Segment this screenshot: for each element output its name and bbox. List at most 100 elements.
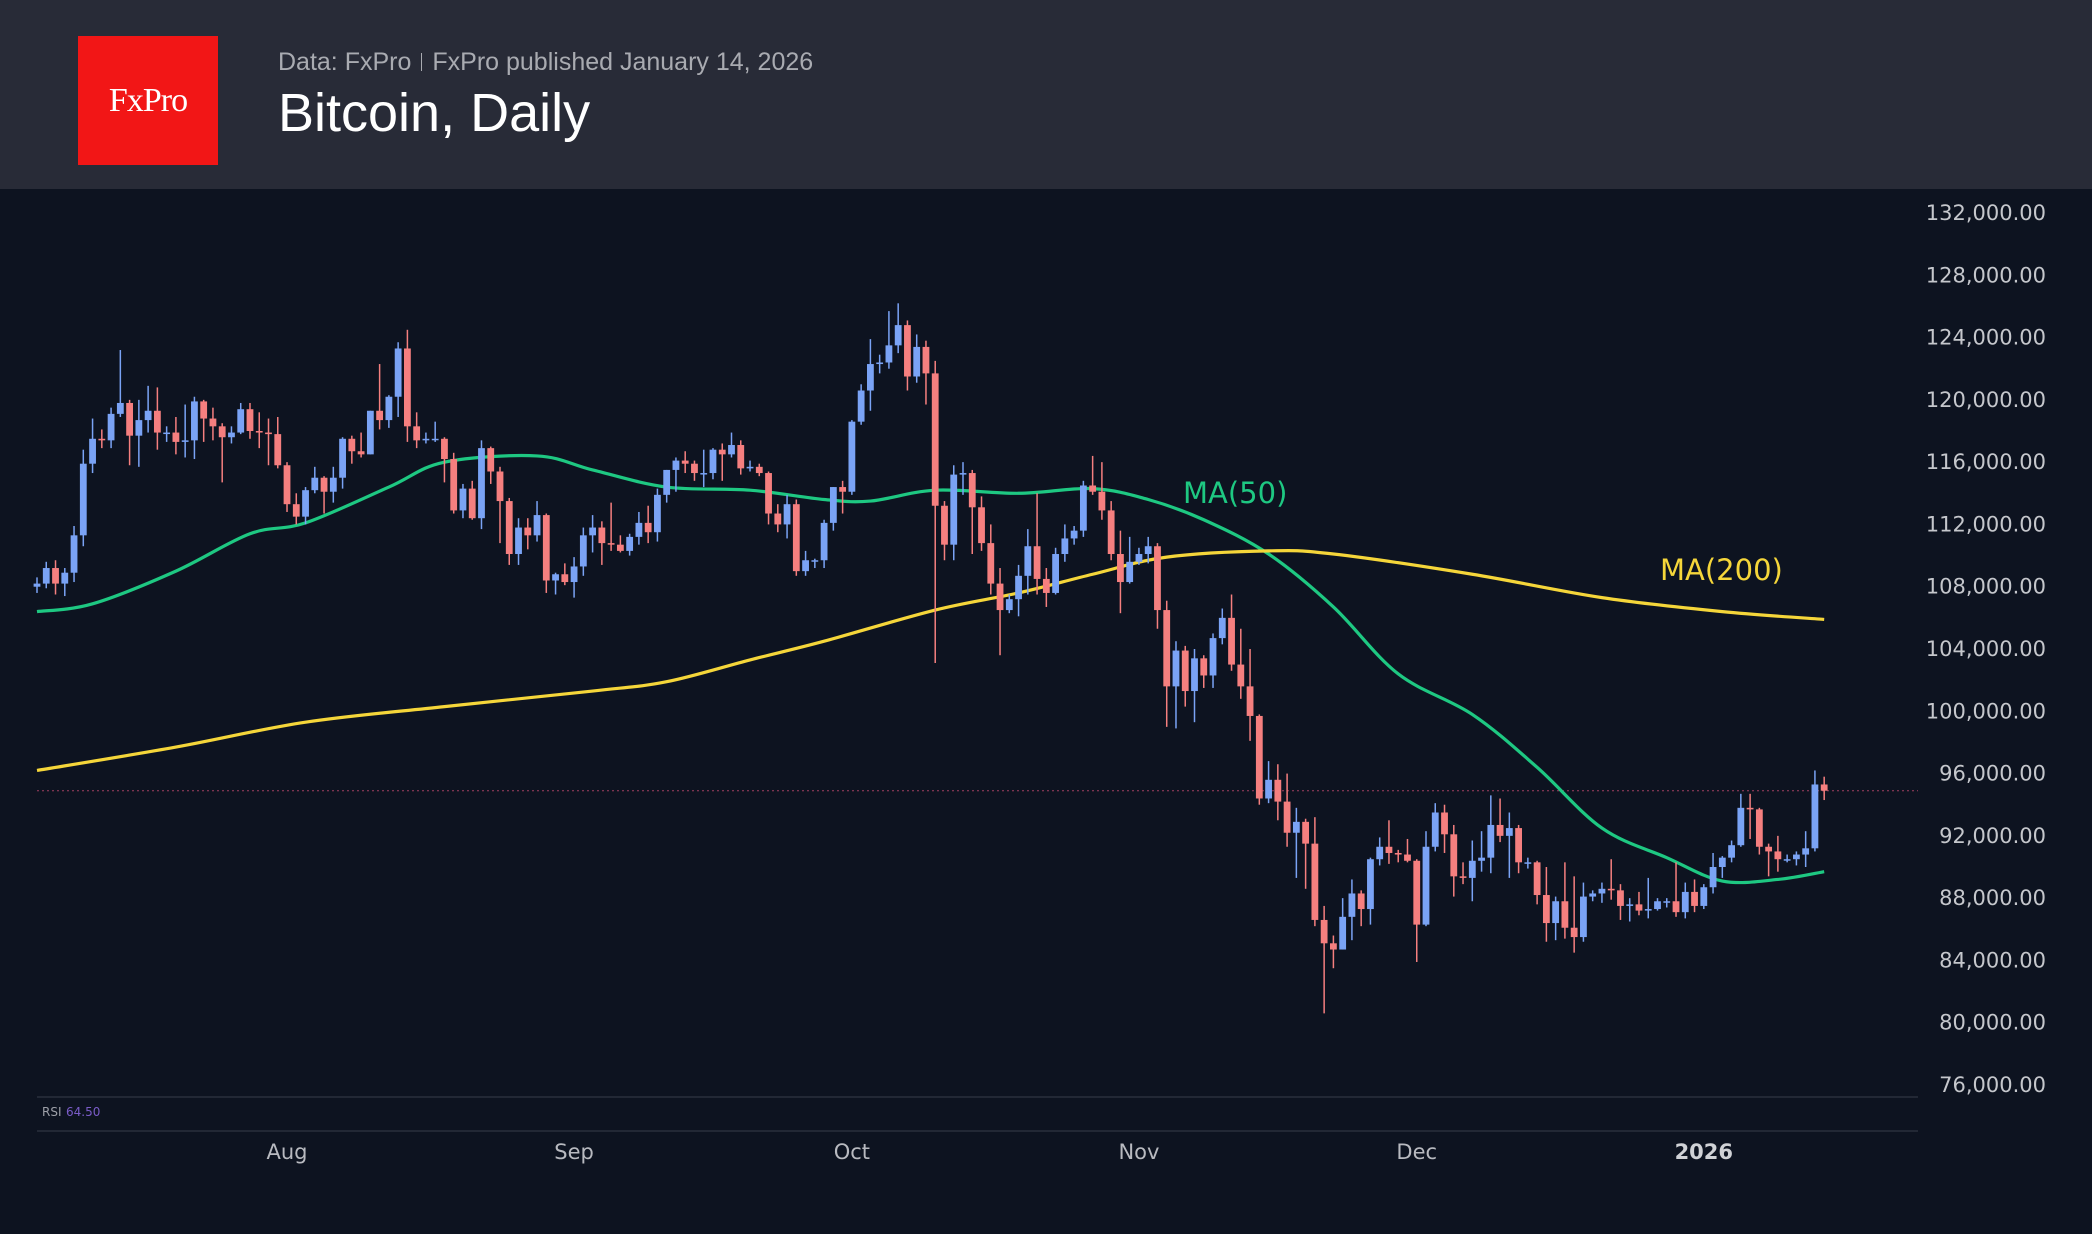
candle — [1015, 564, 1022, 617]
candle — [1218, 608, 1226, 645]
x-tick-label: Nov — [1118, 1140, 1159, 1164]
candle-body — [70, 535, 78, 573]
candle — [1774, 835, 1782, 872]
candle-body — [1617, 890, 1624, 906]
candle — [1098, 462, 1106, 520]
candle-body — [1218, 617, 1226, 639]
candle-body — [1811, 784, 1819, 849]
candle-body — [1672, 901, 1680, 913]
candle — [1570, 876, 1578, 953]
candle — [1718, 856, 1726, 878]
candle — [357, 432, 365, 458]
candle-body — [746, 466, 754, 469]
candle — [1431, 803, 1439, 852]
candle-body — [672, 460, 680, 470]
candle-body — [1367, 859, 1374, 910]
candle — [561, 563, 569, 586]
candle — [1274, 764, 1282, 821]
candle-body — [802, 560, 809, 572]
candle-body — [1144, 546, 1152, 555]
candle-body — [1191, 658, 1198, 692]
candle — [329, 466, 337, 503]
candle — [728, 432, 735, 458]
candle-body — [126, 402, 133, 436]
candle — [366, 410, 374, 455]
candle — [1089, 455, 1097, 495]
candle-body — [1709, 867, 1717, 888]
ma50-line — [36, 453, 1825, 885]
candle-body — [255, 431, 263, 433]
candle — [505, 497, 513, 565]
candle — [237, 402, 245, 435]
candle — [1552, 896, 1560, 941]
candle — [765, 471, 772, 525]
candle — [1737, 793, 1745, 847]
candle — [255, 412, 263, 449]
candle-body — [357, 451, 365, 455]
candle-body — [1802, 848, 1810, 855]
candle-body — [1607, 888, 1615, 891]
y-tick-label: 100,000.00 — [1926, 699, 2046, 723]
candle-body — [1459, 876, 1467, 878]
candle-body — [505, 501, 513, 555]
candle-body — [1496, 824, 1504, 836]
candle-body — [1311, 843, 1319, 920]
candle-body — [542, 515, 550, 581]
candle-body — [1292, 821, 1300, 833]
candle-body — [1524, 862, 1532, 864]
candle — [441, 437, 448, 483]
candle-body — [1033, 546, 1041, 579]
candle — [829, 487, 837, 531]
candle-body — [376, 410, 384, 421]
candle — [1635, 891, 1643, 916]
candle — [1413, 859, 1421, 962]
ma200-line — [36, 549, 1825, 773]
candle — [1191, 649, 1198, 723]
candle — [524, 518, 532, 550]
candle — [616, 535, 624, 553]
candle — [468, 480, 476, 520]
candle-body — [1330, 943, 1337, 950]
candle-body — [478, 448, 485, 519]
candle-body — [1320, 919, 1328, 944]
candle — [626, 533, 634, 556]
candle-body — [876, 362, 884, 365]
candle-body — [1052, 554, 1059, 593]
candle — [1487, 795, 1495, 874]
candle — [1505, 812, 1513, 878]
candle-body — [681, 460, 689, 464]
candle — [876, 354, 884, 374]
candle-body — [718, 449, 726, 455]
candle-body — [1376, 846, 1384, 860]
candle — [1042, 568, 1050, 607]
candle — [579, 527, 587, 576]
candle — [1052, 547, 1059, 595]
candle — [478, 440, 485, 530]
candle — [987, 524, 995, 595]
candle-body — [1394, 852, 1402, 855]
candle — [709, 448, 717, 480]
x-tick-label: Aug — [267, 1140, 308, 1164]
candle — [1348, 879, 1356, 941]
y-tick-label: 112,000.00 — [1926, 512, 2046, 536]
candle-body — [1413, 860, 1421, 925]
candle — [431, 421, 439, 442]
candle-body — [1135, 554, 1143, 562]
candle-body — [515, 527, 522, 555]
candle-body — [144, 410, 152, 421]
candle-body — [1774, 851, 1782, 860]
candle — [635, 511, 643, 545]
candle-body — [1441, 812, 1448, 835]
candle — [1357, 890, 1365, 927]
candle — [839, 480, 847, 514]
candle — [1320, 905, 1328, 1014]
candle-body — [441, 438, 448, 460]
candle-body — [857, 390, 865, 422]
candle-body — [33, 583, 41, 587]
x-tick-label: Sep — [554, 1140, 594, 1164]
candle — [542, 513, 550, 593]
candle-body — [1348, 893, 1356, 917]
candle-body — [468, 488, 476, 519]
candle-body — [135, 420, 143, 436]
candle — [1542, 867, 1550, 942]
